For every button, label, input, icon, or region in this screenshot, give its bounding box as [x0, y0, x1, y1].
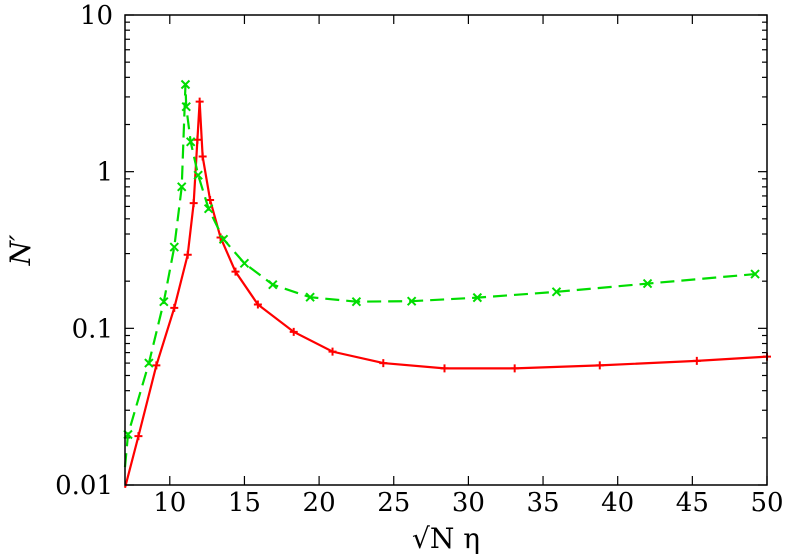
data-point: [750, 269, 760, 279]
y-tick-label: 10: [80, 1, 113, 31]
x-tick-label: 45: [676, 488, 709, 518]
data-point: [406, 296, 417, 306]
x-tick-label: 10: [153, 488, 186, 518]
y-tick-label: 1: [96, 158, 113, 188]
data-point: [203, 204, 214, 214]
data-point: [289, 327, 298, 336]
series-line: [123, 101, 768, 489]
data-point: [692, 356, 701, 365]
data-point: [305, 292, 315, 302]
x-tick-label: 30: [452, 488, 485, 518]
y-tick-label: 0.01: [55, 471, 113, 501]
x-tick-label: 40: [601, 488, 634, 518]
data-point: [379, 359, 388, 368]
series-layer: [123, 79, 771, 489]
x-tick-label: 25: [377, 488, 410, 518]
x-tick-label: 35: [526, 488, 559, 518]
data-point: [181, 101, 191, 112]
data-point: [351, 296, 362, 307]
data-point: [642, 278, 653, 289]
x-tick-label: 50: [750, 488, 783, 518]
data-point: [193, 135, 202, 144]
plot-frame: [124, 14, 768, 486]
data-point: [170, 303, 179, 312]
data-point: [177, 182, 187, 192]
data-point: [152, 361, 161, 370]
data-point: [195, 97, 204, 106]
data-point: [189, 199, 198, 208]
data-point: [595, 361, 604, 370]
data-point: [134, 432, 143, 441]
axis-ticks: [125, 14, 768, 486]
series-line: [123, 84, 756, 468]
data-point: [159, 296, 169, 307]
data-point: [183, 250, 192, 259]
data-point: [510, 364, 519, 373]
data-point: [185, 137, 196, 147]
data-point: [472, 292, 483, 303]
data-point: [144, 358, 154, 368]
data-point: [198, 152, 207, 161]
x-tick-labels: 10 15 20 25 30 35 40 45 50: [153, 488, 783, 518]
data-point: [328, 347, 337, 356]
y-tick-label: 0.1: [72, 314, 113, 344]
data-point: [193, 170, 203, 180]
data-point: [551, 287, 562, 297]
y-tick-labels: 0.01 0.1 1 10: [55, 1, 113, 501]
data-point: [253, 300, 262, 309]
data-point: [231, 267, 240, 276]
data-point: [206, 195, 215, 204]
x-axis-label: √N η: [412, 522, 480, 555]
data-point: [180, 79, 191, 90]
data-point: [169, 242, 179, 252]
data-point: [239, 258, 250, 269]
x-tick-label: 20: [303, 488, 336, 518]
x-tick-label: 15: [228, 488, 261, 518]
y-axis-label: N′: [4, 234, 37, 267]
data-point: [440, 364, 449, 373]
data-point: [268, 279, 278, 290]
data-point: [218, 234, 229, 245]
